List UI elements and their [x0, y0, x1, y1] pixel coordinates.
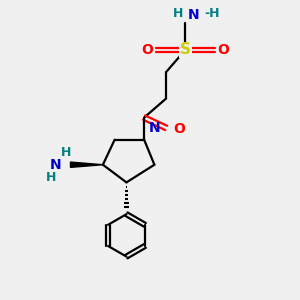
Text: N: N: [50, 158, 62, 172]
Text: N: N: [148, 121, 160, 135]
Text: H: H: [173, 8, 183, 20]
Text: -H: -H: [205, 8, 220, 20]
Text: H: H: [46, 171, 56, 184]
Text: O: O: [218, 43, 230, 57]
Text: N: N: [188, 8, 199, 22]
Text: H: H: [61, 146, 71, 159]
Polygon shape: [70, 162, 103, 167]
Text: S: S: [180, 42, 191, 57]
Text: O: O: [174, 122, 185, 136]
Text: O: O: [141, 43, 153, 57]
